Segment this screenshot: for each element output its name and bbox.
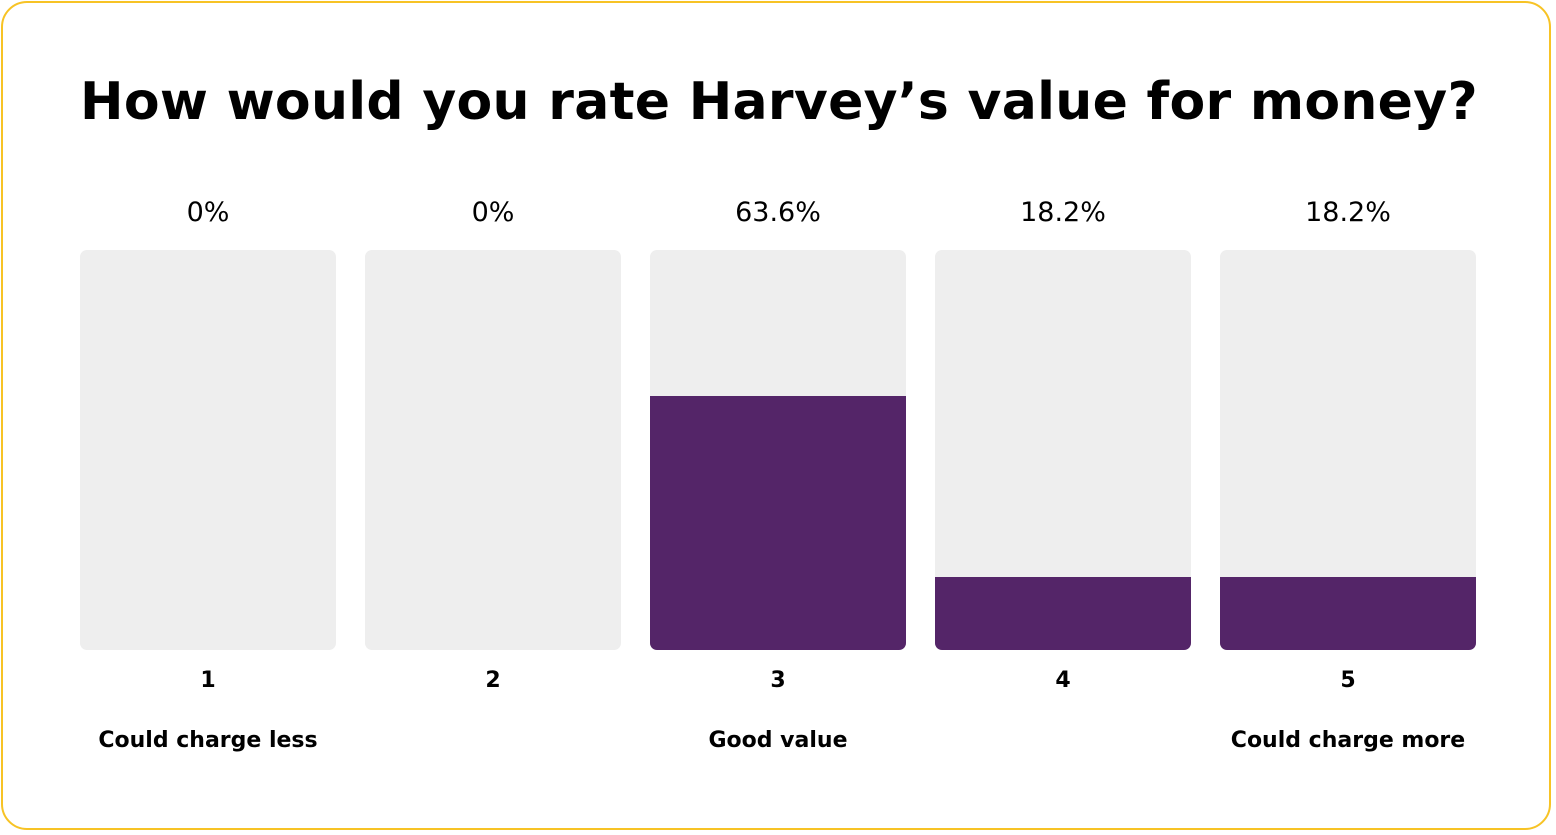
bar-group-3: 63.6% 3 Good value xyxy=(650,0,906,835)
bar-value-label: 0% xyxy=(186,197,230,228)
category-tick-label: 2 xyxy=(485,668,501,693)
bar xyxy=(935,577,1191,650)
category-tick-label: 1 xyxy=(200,668,216,693)
bar xyxy=(650,396,906,650)
bar xyxy=(1220,577,1476,650)
bar-value-label: 0% xyxy=(471,197,515,228)
scale-label: Could charge more xyxy=(1230,728,1466,753)
bar-value-label: 63.6% xyxy=(735,197,821,228)
bar-track xyxy=(1220,250,1476,650)
bar-group-4: 18.2% 4 xyxy=(935,0,1191,835)
scale-label: Could charge less xyxy=(98,728,318,753)
bar-value-label: 18.2% xyxy=(1305,197,1391,228)
bar-value-label: 18.2% xyxy=(1020,197,1106,228)
bar-group-1: 0% 1 Could charge less xyxy=(80,0,336,835)
category-tick-label: 4 xyxy=(1055,668,1071,693)
bar-track xyxy=(650,250,906,650)
chart-title: How would you rate Harvey’s value for mo… xyxy=(80,72,1478,132)
bar-group-5: 18.2% 5 Could charge more xyxy=(1220,0,1476,835)
scale-label: Good value xyxy=(708,728,848,753)
category-tick-label: 3 xyxy=(770,668,786,693)
category-tick-label: 5 xyxy=(1340,668,1356,693)
bar-track xyxy=(365,250,621,650)
bar-track xyxy=(935,250,1191,650)
bar-track xyxy=(80,250,336,650)
bar-group-2: 0% 2 xyxy=(365,0,621,835)
